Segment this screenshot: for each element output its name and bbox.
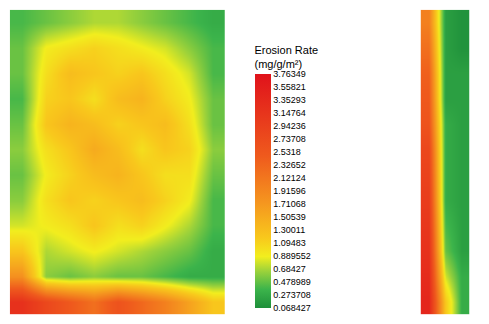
svg-text:1.91596: 1.91596 [273,186,306,196]
svg-text:2.32652: 2.32652 [273,160,306,170]
svg-text:1.50539: 1.50539 [273,212,306,222]
svg-text:0.273708: 0.273708 [273,290,311,300]
svg-text:2.73708: 2.73708 [273,134,306,144]
svg-text:0.068427: 0.068427 [273,303,311,313]
svg-text:1.71068: 1.71068 [273,199,306,209]
svg-text:3.76349: 3.76349 [273,69,306,79]
svg-text:1.30011: 1.30011 [273,225,305,235]
svg-text:2.5318: 2.5318 [273,147,301,157]
svg-text:0.889552: 0.889552 [273,251,311,261]
svg-text:3.14764: 3.14764 [273,108,306,118]
svg-text:2.94236: 2.94236 [273,121,306,131]
svg-text:3.55821: 3.55821 [273,82,306,92]
svg-text:0.68427: 0.68427 [273,264,306,274]
svg-text:3.35293: 3.35293 [273,95,306,105]
svg-text:0.478989: 0.478989 [273,277,311,287]
svg-text:2.12124: 2.12124 [273,173,306,183]
svg-text:Erosion Rate(mg/g/m²): Erosion Rate(mg/g/m²) [255,44,319,70]
svg-text:1.09483: 1.09483 [273,238,306,248]
